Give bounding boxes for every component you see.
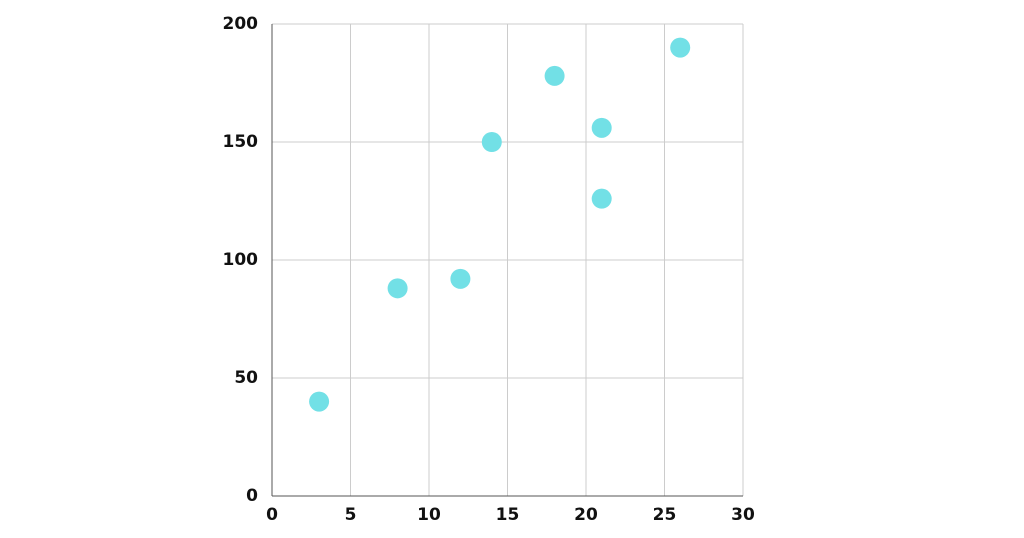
y-tick-label: 0: [246, 486, 258, 506]
x-tick-label: 25: [653, 505, 677, 525]
y-tick-label: 100: [223, 250, 259, 270]
x-tick-label: 10: [417, 505, 441, 525]
x-tick-label: 15: [496, 505, 520, 525]
y-tick-label: 200: [223, 14, 259, 34]
point: [670, 37, 691, 58]
point: [309, 391, 330, 412]
point: [387, 278, 408, 299]
x-tick-label: 20: [574, 505, 598, 525]
point: [591, 117, 612, 138]
point: [450, 268, 471, 289]
point: [591, 188, 612, 209]
y-tick-label: 150: [223, 132, 259, 152]
y-tick-label: 50: [234, 368, 258, 388]
point: [544, 65, 565, 86]
x-tick-label: 0: [266, 505, 278, 525]
x-tick-label: 5: [345, 505, 357, 525]
point: [481, 132, 502, 152]
x-tick-label: 30: [731, 505, 755, 525]
